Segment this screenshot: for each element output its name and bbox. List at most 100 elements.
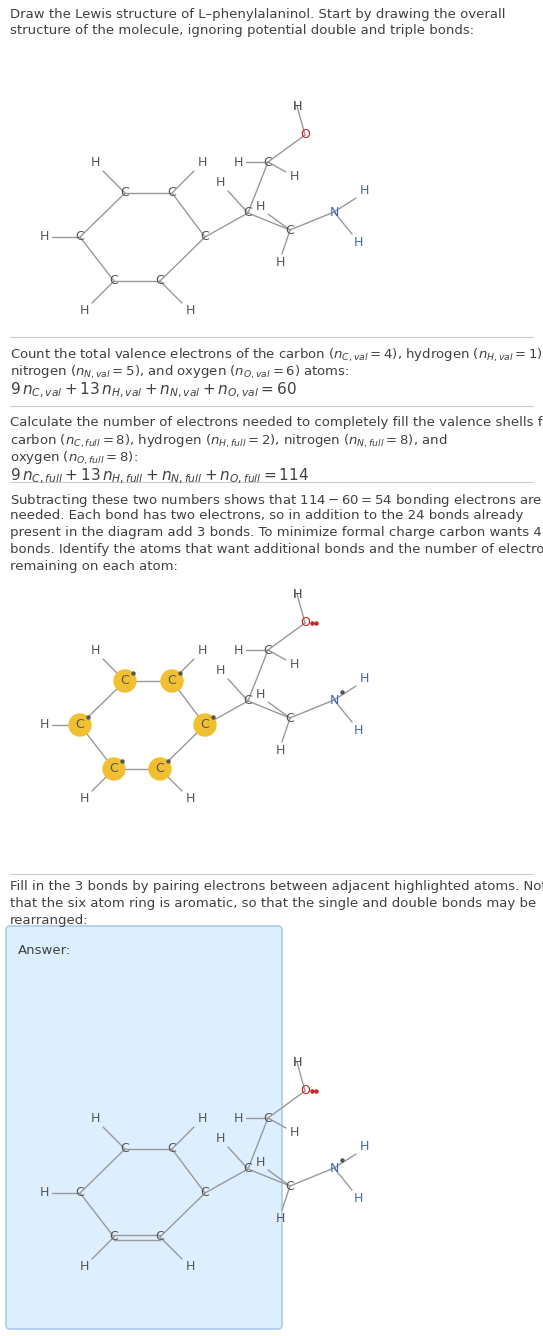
Text: H: H: [275, 255, 285, 269]
Text: C: C: [286, 223, 294, 236]
Text: H: H: [233, 1112, 243, 1125]
Text: H: H: [292, 588, 302, 600]
Text: oxygen ($n_{O,full} = 8$):: oxygen ($n_{O,full} = 8$):: [10, 450, 138, 468]
Circle shape: [194, 713, 216, 736]
Text: H: H: [79, 792, 89, 806]
Text: N: N: [329, 693, 339, 707]
Text: C: C: [156, 763, 165, 775]
Text: H: H: [216, 1133, 225, 1145]
Text: Calculate the number of electrons needed to completely fill the valence shells f: Calculate the number of electrons needed…: [10, 415, 543, 429]
Text: H: H: [292, 99, 302, 112]
Text: H: H: [275, 1212, 285, 1225]
Text: that the six atom ring is aromatic, so that the single and double bonds may be: that the six atom ring is aromatic, so t…: [10, 896, 536, 910]
Text: H: H: [39, 231, 49, 243]
Text: Fill in the 3 bonds by pairing electrons between adjacent highlighted atoms. Not: Fill in the 3 bonds by pairing electrons…: [10, 880, 543, 892]
Text: C: C: [263, 1112, 273, 1125]
Circle shape: [149, 758, 171, 780]
Text: C: C: [286, 1180, 294, 1193]
Text: C: C: [200, 231, 210, 243]
Text: C: C: [121, 187, 129, 199]
Text: H: H: [39, 719, 49, 732]
Text: O: O: [300, 616, 310, 629]
Circle shape: [69, 713, 91, 736]
Text: H: H: [216, 176, 225, 190]
Text: H: H: [255, 1156, 264, 1169]
Text: H: H: [185, 792, 195, 806]
Text: H: H: [79, 1260, 89, 1273]
Text: H: H: [353, 235, 363, 248]
Text: Answer:: Answer:: [18, 945, 71, 957]
Text: carbon ($n_{C,full} = 8$), hydrogen ($n_{H,full} = 2$), nitrogen ($n_{N,full} = : carbon ($n_{C,full} = 8$), hydrogen ($n_…: [10, 433, 447, 450]
Text: needed. Each bond has two electrons, so in addition to the 24 bonds already: needed. Each bond has two electrons, so …: [10, 509, 523, 522]
Text: H: H: [79, 305, 89, 318]
Text: C: C: [75, 231, 84, 243]
Text: N: N: [329, 1161, 339, 1174]
Text: C: C: [200, 719, 210, 732]
FancyBboxPatch shape: [6, 926, 282, 1329]
Text: H: H: [197, 1113, 207, 1125]
Text: C: C: [244, 695, 252, 708]
Text: C: C: [286, 712, 294, 724]
Text: C: C: [110, 763, 118, 775]
Text: H: H: [255, 688, 264, 700]
Text: H: H: [90, 156, 100, 170]
Text: H: H: [197, 156, 207, 170]
Text: $9\,n_{C,full} + 13\,n_{H,full} + n_{N,full} + n_{O,full} = 114$: $9\,n_{C,full} + 13\,n_{H,full} + n_{N,f…: [10, 468, 309, 486]
Text: present in the diagram add 3 bonds. To minimize formal charge carbon wants 4: present in the diagram add 3 bonds. To m…: [10, 526, 542, 538]
Circle shape: [161, 669, 183, 692]
Text: C: C: [121, 1142, 129, 1156]
Text: H: H: [275, 744, 285, 756]
Text: Count the total valence electrons of the carbon ($n_{C,val} = 4$), hydrogen ($n_: Count the total valence electrons of the…: [10, 347, 543, 365]
Text: H: H: [185, 1260, 195, 1273]
Text: C: C: [75, 1186, 84, 1200]
Text: H: H: [197, 644, 207, 657]
Text: C: C: [168, 675, 176, 688]
Text: C: C: [263, 155, 273, 168]
Text: C: C: [156, 1230, 165, 1244]
Text: Draw the Lewis structure of L–phenylalaninol. Start by drawing the overall: Draw the Lewis structure of L–phenylalan…: [10, 8, 506, 21]
Text: H: H: [359, 183, 369, 196]
Text: H: H: [292, 1055, 302, 1069]
Text: C: C: [110, 1230, 118, 1244]
Text: H: H: [359, 672, 369, 684]
Text: C: C: [200, 1186, 210, 1200]
Text: H: H: [233, 155, 243, 168]
Text: H: H: [216, 664, 225, 677]
Text: Subtracting these two numbers shows that $114 - 60 = 54$ bonding electrons are: Subtracting these two numbers shows that…: [10, 492, 542, 509]
Text: H: H: [39, 1186, 49, 1200]
Text: bonds. Identify the atoms that want additional bonds and the number of electrons: bonds. Identify the atoms that want addi…: [10, 542, 543, 556]
Text: H: H: [233, 644, 243, 656]
Text: nitrogen ($n_{N,val} = 5$), and oxygen ($n_{O,val} = 6$) atoms:: nitrogen ($n_{N,val} = 5$), and oxygen (…: [10, 363, 350, 381]
Text: H: H: [289, 171, 299, 183]
Text: H: H: [289, 1126, 299, 1140]
Text: H: H: [90, 1113, 100, 1125]
Text: C: C: [121, 675, 129, 688]
Text: C: C: [156, 274, 165, 287]
Text: H: H: [289, 659, 299, 672]
Text: H: H: [292, 588, 302, 600]
Text: N: N: [329, 206, 339, 219]
Text: structure of the molecule, ignoring potential double and triple bonds:: structure of the molecule, ignoring pote…: [10, 24, 474, 37]
Text: H: H: [90, 644, 100, 657]
Circle shape: [103, 758, 125, 780]
Text: H: H: [359, 1140, 369, 1153]
Text: H: H: [292, 99, 302, 112]
Text: C: C: [75, 719, 84, 732]
Text: C: C: [168, 1142, 176, 1156]
Text: C: C: [244, 207, 252, 219]
Text: H: H: [292, 1055, 302, 1069]
Text: H: H: [353, 1192, 363, 1205]
Text: H: H: [185, 305, 195, 318]
Text: O: O: [300, 128, 310, 142]
Text: C: C: [263, 644, 273, 656]
Text: remaining on each atom:: remaining on each atom:: [10, 560, 178, 573]
Text: $9\,n_{C,val} + 13\,n_{H,val} + n_{N,val} + n_{O,val} = 60$: $9\,n_{C,val} + 13\,n_{H,val} + n_{N,val…: [10, 381, 297, 401]
Text: H: H: [353, 724, 363, 736]
Text: C: C: [168, 187, 176, 199]
Text: C: C: [244, 1162, 252, 1176]
Text: C: C: [110, 274, 118, 287]
Text: H: H: [255, 199, 264, 212]
Text: rearranged:: rearranged:: [10, 914, 89, 927]
Circle shape: [114, 669, 136, 692]
Text: O: O: [300, 1085, 310, 1097]
